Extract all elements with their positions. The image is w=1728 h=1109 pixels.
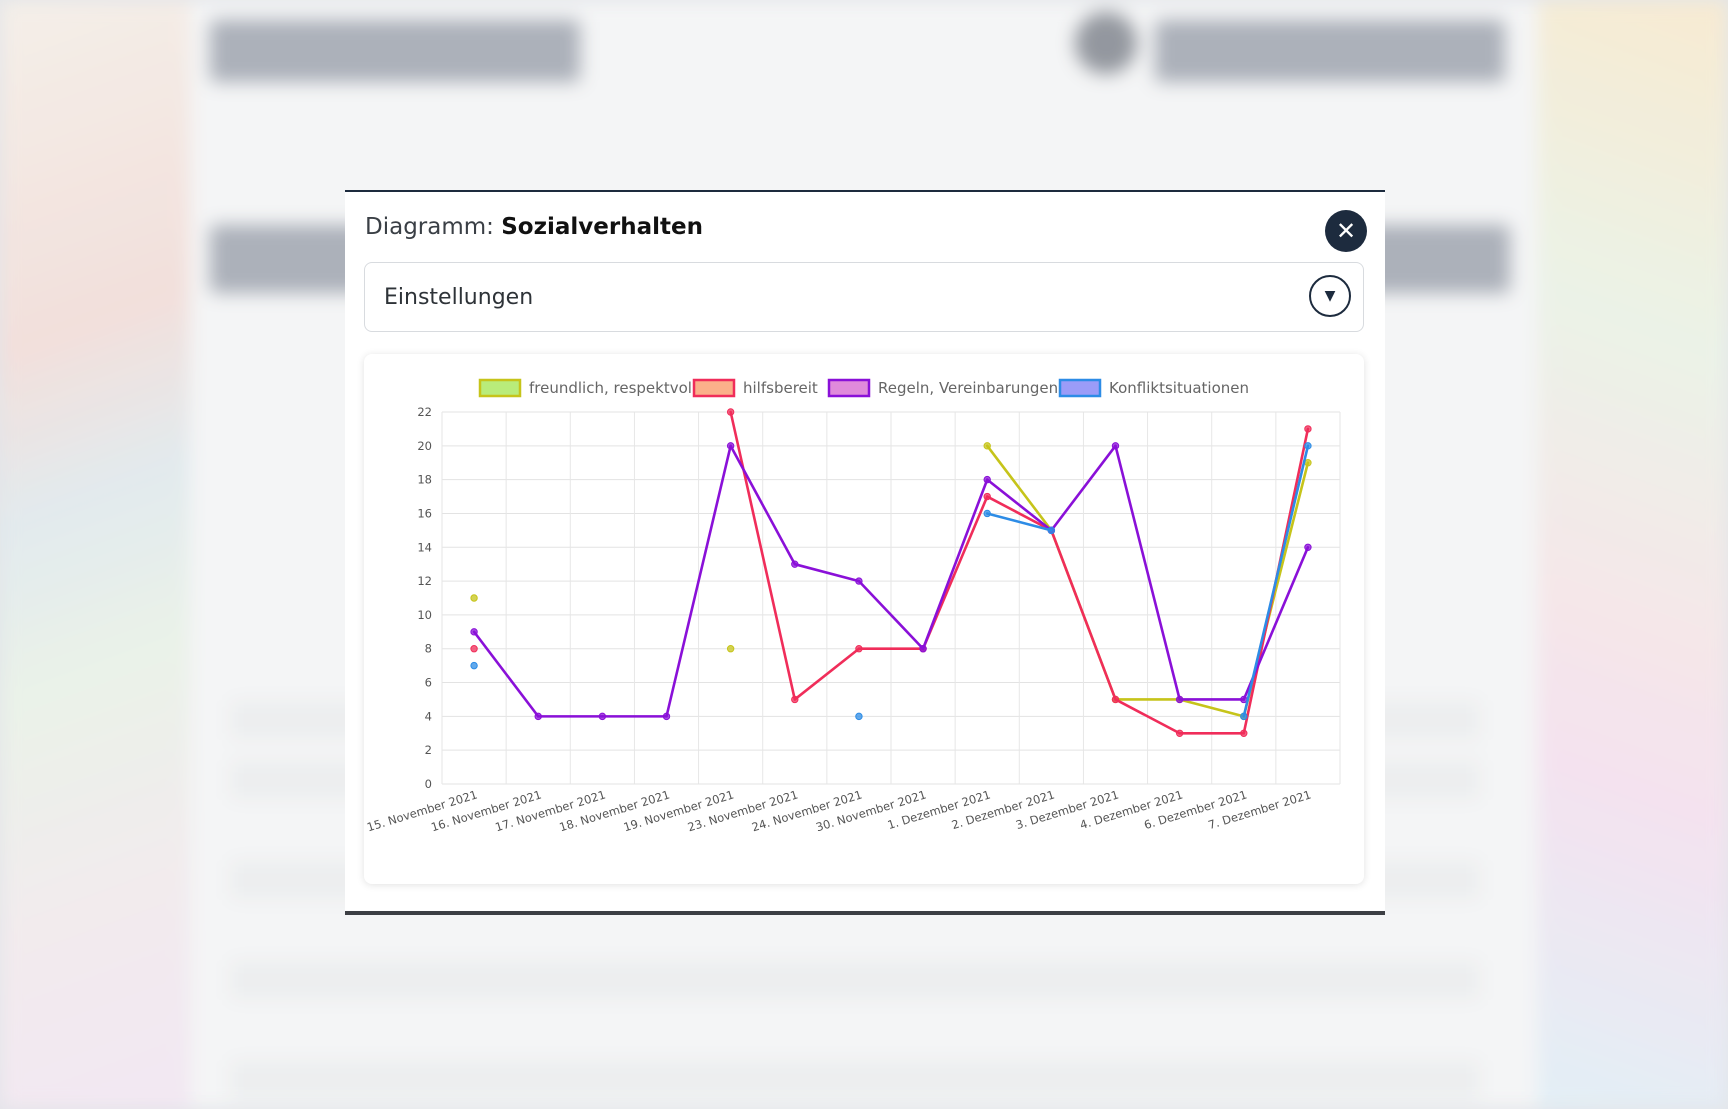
series-line-segment <box>985 444 1053 532</box>
data-point <box>855 645 863 653</box>
data-point <box>534 712 542 721</box>
data-point <box>1175 695 1184 704</box>
series-line-segment <box>1178 698 1246 718</box>
y-tick-label: 10 <box>417 608 432 622</box>
series-line-segment <box>729 444 797 566</box>
series-line-segment <box>985 495 1053 532</box>
close-icon: ✕ <box>1335 217 1357 245</box>
series-line-segment <box>985 478 1053 532</box>
legend-label: hilfsbereit <box>743 379 818 397</box>
legend-swatch <box>1058 378 1102 398</box>
legend-label: Konfliktsituationen <box>1109 379 1249 397</box>
series-line-segment <box>985 512 1053 532</box>
data-point <box>983 442 991 450</box>
y-tick-label: 4 <box>425 709 432 723</box>
data-point <box>983 492 991 501</box>
data-point <box>1240 712 1248 721</box>
data-point <box>470 594 478 602</box>
series-line-segment <box>665 444 732 718</box>
data-point <box>855 712 863 721</box>
data-point <box>470 628 478 636</box>
modal-title: Diagramm: Sozialverhalten <box>365 214 703 240</box>
data-point <box>983 509 991 518</box>
y-tick-label: 22 <box>417 405 432 419</box>
y-tick-label: 20 <box>417 439 432 453</box>
legend-swatch <box>692 378 736 398</box>
series-line-segment <box>1050 444 1117 532</box>
y-tick-label: 18 <box>417 473 432 487</box>
data-point <box>983 475 991 484</box>
legend-label: Regeln, Vereinbarungen <box>878 379 1058 397</box>
data-point <box>855 577 863 585</box>
chart-modal: Diagramm: Sozialverhalten ✕ Einstellunge… <box>345 190 1385 915</box>
modal-title-name: Sozialverhalten <box>501 214 703 240</box>
y-tick-label: 6 <box>425 676 432 690</box>
data-point <box>1304 543 1312 551</box>
data-point <box>1111 442 1120 450</box>
chevron-down-icon: ▼ <box>1324 288 1336 304</box>
data-point <box>470 661 478 670</box>
data-point <box>598 712 607 721</box>
background-right-panel <box>1538 0 1728 1109</box>
series-line-segment <box>1242 444 1310 718</box>
close-button[interactable]: ✕ <box>1325 210 1367 252</box>
data-point <box>726 408 735 416</box>
modal-title-prefix: Diagramm: <box>365 214 502 240</box>
background-header-right <box>1155 20 1505 82</box>
data-point <box>1175 729 1184 737</box>
legend-swatch <box>478 378 522 398</box>
data-point <box>1047 526 1056 535</box>
series-line-segment <box>857 579 925 651</box>
y-tick-label: 12 <box>417 574 432 588</box>
series-line-segment <box>1114 698 1181 735</box>
data-point <box>662 712 671 721</box>
y-tick-label: 8 <box>425 642 432 656</box>
series-line-segment <box>729 410 797 701</box>
background-header-left <box>210 20 580 82</box>
background-left-panel <box>0 0 190 1109</box>
data-point <box>726 442 735 450</box>
data-point <box>470 645 478 653</box>
y-tick-label: 0 <box>425 777 432 791</box>
background-row <box>230 960 1480 1000</box>
data-point <box>726 645 735 653</box>
series-line-segment <box>1114 444 1181 701</box>
y-tick-label: 14 <box>417 540 432 554</box>
data-point <box>1304 442 1312 450</box>
background-row <box>230 1060 1480 1100</box>
data-point <box>791 695 799 704</box>
series-line-segment <box>793 562 861 583</box>
series-line-segment <box>793 647 861 701</box>
settings-label: Einstellungen <box>384 285 534 310</box>
series-line-segment <box>921 478 989 651</box>
series-line-segment <box>472 630 540 718</box>
data-point <box>919 645 927 653</box>
background-circle <box>1075 12 1137 74</box>
series-line-segment <box>1050 529 1117 701</box>
data-point <box>1111 695 1120 704</box>
data-point <box>1304 425 1312 433</box>
legend-label: freundlich, respektvoll <box>529 379 696 397</box>
chart-card: 0 2 4 6 8 10 12 14 16 18 20 22 15. November 2021 16. … <box>364 354 1364 884</box>
settings-accordion[interactable]: Einstellungen ▼ <box>364 262 1364 332</box>
y-tick-label: 2 <box>425 743 432 757</box>
y-tick-label: 16 <box>417 506 432 520</box>
settings-toggle-button[interactable]: ▼ <box>1309 275 1351 317</box>
data-point <box>1240 729 1248 737</box>
data-point <box>791 560 799 568</box>
legend-swatch <box>827 378 871 398</box>
